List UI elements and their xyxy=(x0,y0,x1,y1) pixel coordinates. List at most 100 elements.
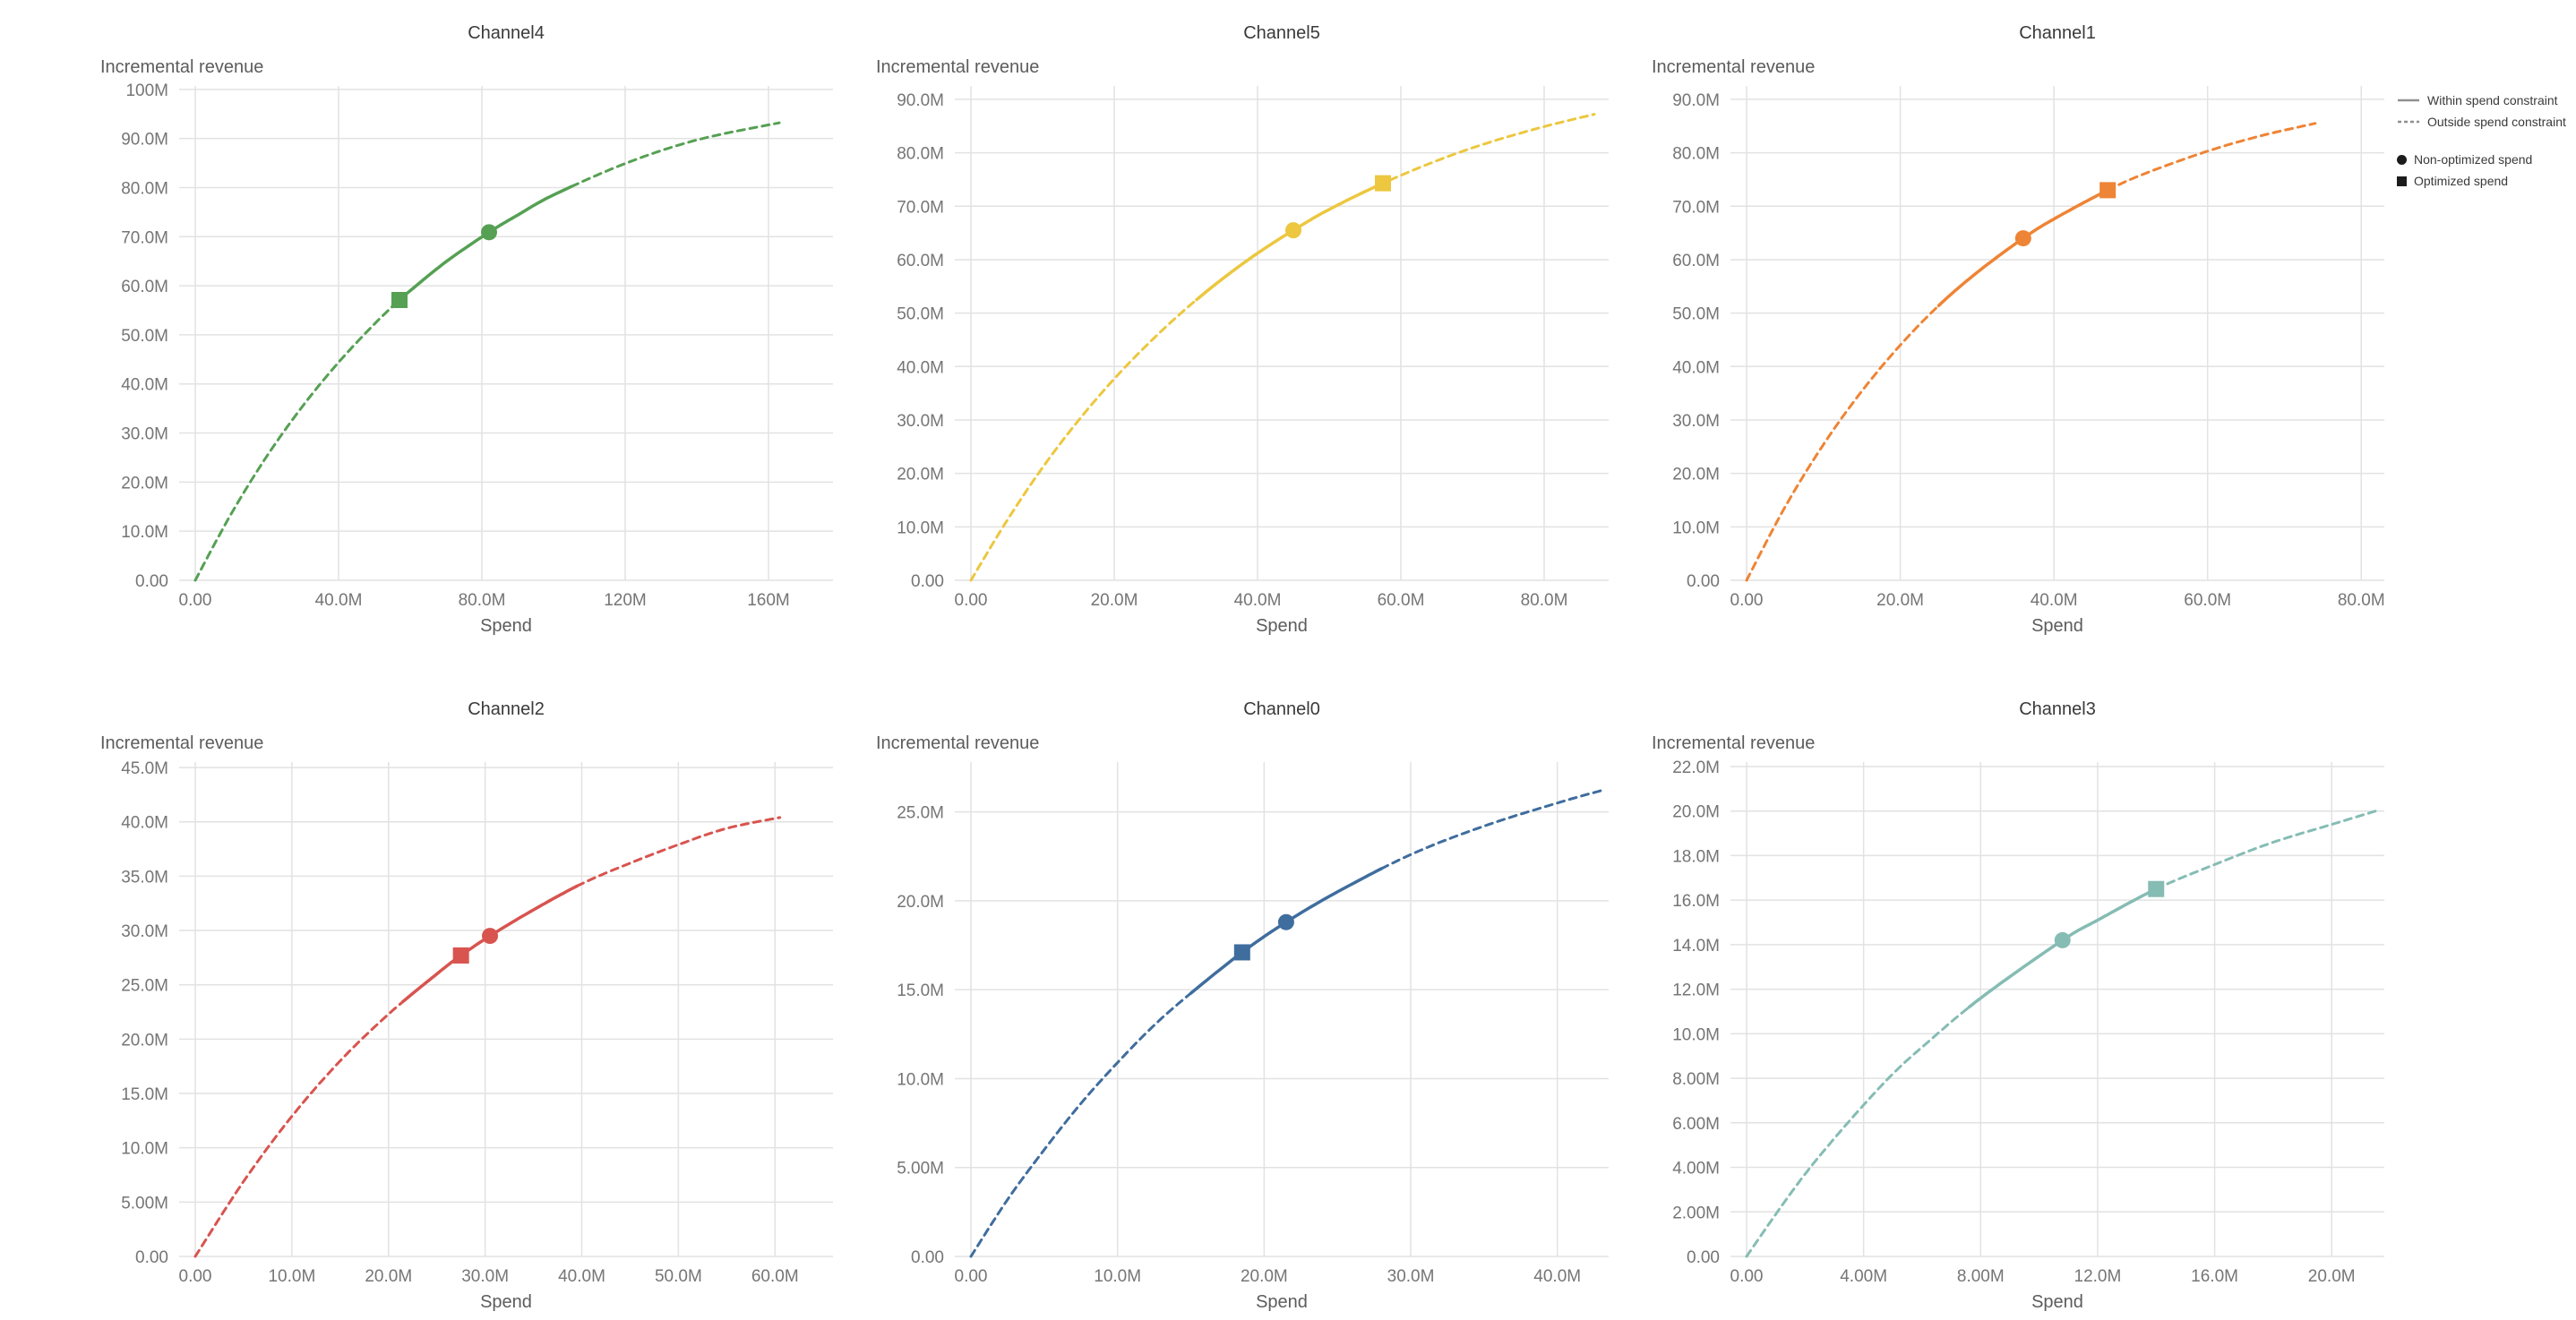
circle-marker-icon xyxy=(2397,154,2407,165)
plot-area-channel0: 0.00 5.00M 10.0M 15.0M 20.0M 25.0M 0.00 10.0M 20… xyxy=(897,762,1609,1286)
y-axis-title: Incremental revenue xyxy=(1652,57,1816,77)
x-tick-label: 0.00 xyxy=(179,591,212,610)
y-tick-label: 20.0M xyxy=(897,893,944,912)
x-axis-title: Spend xyxy=(2031,1292,2083,1312)
chart-title: Channel4 xyxy=(468,23,545,43)
y-tick-label: 15.0M xyxy=(121,1085,168,1104)
curve-outside-constraint xyxy=(193,999,405,1258)
chart-channel3: Channel3 Incremental revenue 0.00 2.00M 4.… xyxy=(1652,687,2395,1314)
y-tick-label: 6.00M xyxy=(1672,1115,1720,1134)
optimized-spend-marker xyxy=(2148,880,2165,897)
y-tick-label: 20.0M xyxy=(1672,466,1720,484)
x-tick-label: 20.0M xyxy=(365,1267,412,1286)
legend-spacer xyxy=(2397,133,2566,149)
y-tick-label: 70.0M xyxy=(897,198,944,217)
y-tick-label: 40.0M xyxy=(897,358,944,377)
y-tick-label: 10.0M xyxy=(1672,1025,1720,1044)
y-tick-label: 0.00 xyxy=(911,1248,944,1267)
curve-outside-constraint xyxy=(2154,810,2377,891)
non-optimized-spend-marker xyxy=(1285,222,1301,239)
y-tick-label: 30.0M xyxy=(897,412,944,431)
y-tick-label: 40.0M xyxy=(121,376,168,395)
curve-outside-constraint xyxy=(969,991,1192,1258)
y-tick-label: 80.0M xyxy=(121,179,168,198)
y-tick-label: 15.0M xyxy=(897,981,944,1000)
plot-area-channel5: 0.00 10.0M 20.0M 30.0M 40.0M 50.0M 60.0M 70.0M 8… xyxy=(897,86,1609,610)
x-tick-label: 30.0M xyxy=(1387,1267,1435,1286)
x-tick-label: 160M xyxy=(747,591,790,610)
y-tick-label: 10.0M xyxy=(897,519,944,537)
y-tick-label: 22.0M xyxy=(1672,759,1720,777)
non-optimized-spend-marker xyxy=(2054,931,2071,948)
x-tick-label: 40.0M xyxy=(1533,1267,1581,1286)
curve-outside-constraint xyxy=(570,121,781,188)
y-tick-label: 70.0M xyxy=(1672,198,1720,217)
chart-channel1: Channel1 Incremental revenue 0.00 10.0M 20… xyxy=(1652,11,2395,638)
y-tick-label: 16.0M xyxy=(1672,892,1720,911)
y-tick-label: 20.0M xyxy=(897,466,944,484)
y-tick-label: 60.0M xyxy=(1672,252,1720,270)
y-tick-label: 2.00M xyxy=(1672,1204,1720,1222)
y-tick-label: 90.0M xyxy=(897,91,944,110)
y-axis-title: Incremental revenue xyxy=(100,733,264,753)
plot-area-channel1: 0.00 10.0M 20.0M 30.0M 40.0M 50.0M 60.0M 70.0M 8… xyxy=(1672,86,2385,610)
plot-area-channel2: 0.00 5.00M 10.0M 15.0M 20.0M 25.0M 30.0M 35.0M 4… xyxy=(121,759,833,1286)
x-axis-title: Spend xyxy=(1256,1292,1308,1312)
curve-within-constraint xyxy=(1195,178,1392,302)
x-tick-label: 4.00M xyxy=(1840,1267,1887,1286)
optimized-spend-marker xyxy=(2099,182,2117,199)
plot-area-channel3: 0.00 2.00M 4.00M 6.00M 8.00M 10.0M 12.0M 14.0M 1… xyxy=(1672,759,2384,1286)
y-tick-label: 90.0M xyxy=(1672,91,1720,110)
legend-item-outside-constraint: Outside spend constraint xyxy=(2397,111,2566,133)
y-tick-label: 40.0M xyxy=(121,814,168,833)
curve-outside-constraint xyxy=(575,816,782,887)
x-tick-label: 80.0M xyxy=(1521,591,1568,610)
x-tick-label: 0.00 xyxy=(955,591,988,610)
y-tick-label: 50.0M xyxy=(121,327,168,346)
x-tick-label: 10.0M xyxy=(1094,1267,1141,1286)
curve-outside-constraint xyxy=(1388,113,1596,182)
x-tick-label: 8.00M xyxy=(1957,1267,2005,1286)
curve-outside-constraint xyxy=(193,304,394,582)
non-optimized-spend-marker xyxy=(482,928,499,945)
y-tick-label: 8.00M xyxy=(1672,1070,1720,1089)
y-tick-label: 4.00M xyxy=(1672,1160,1720,1179)
y-tick-label: 90.0M xyxy=(121,131,168,150)
y-axis-title: Incremental revenue xyxy=(100,57,264,77)
x-tick-label: 40.0M xyxy=(1234,591,1282,610)
curve-outside-constraint xyxy=(2106,122,2317,192)
chart-title: Channel1 xyxy=(2019,23,2096,43)
y-tick-label: 30.0M xyxy=(121,922,168,941)
legend-label: Optimized spend xyxy=(2414,174,2509,188)
curve-outside-constraint xyxy=(1745,304,1940,582)
optimized-spend-marker xyxy=(1375,175,1391,192)
y-tick-label: 20.0M xyxy=(121,474,168,493)
y-tick-label: 70.0M xyxy=(121,228,168,247)
y-tick-label: 18.0M xyxy=(1672,847,1720,866)
x-tick-label: 80.0M xyxy=(459,591,506,610)
x-tick-label: 80.0M xyxy=(2338,591,2385,610)
y-tick-label: 25.0M xyxy=(897,804,944,823)
y-axis-title: Incremental revenue xyxy=(876,57,1040,77)
legend-item-within-constraint: Within spend constraint xyxy=(2397,90,2566,111)
curve-within-constraint xyxy=(401,884,579,1004)
x-tick-label: 40.0M xyxy=(558,1267,605,1286)
chart-title: Channel2 xyxy=(468,699,545,719)
y-tick-label: 50.0M xyxy=(1672,305,1720,324)
dashed-line-icon xyxy=(2398,120,2419,124)
y-tick-label: 10.0M xyxy=(121,523,168,542)
curve-within-constraint xyxy=(1936,188,2109,308)
x-tick-label: 12.0M xyxy=(2074,1267,2122,1286)
legend-label: Outside spend constraint xyxy=(2427,115,2566,129)
x-tick-label: 20.0M xyxy=(1091,591,1138,610)
y-tick-label: 25.0M xyxy=(121,977,168,996)
x-tick-label: 0.00 xyxy=(955,1267,988,1286)
x-tick-label: 16.0M xyxy=(2191,1267,2238,1286)
y-tick-label: 60.0M xyxy=(897,252,944,270)
y-tick-label: 10.0M xyxy=(1672,519,1720,537)
y-axis-title: Incremental revenue xyxy=(876,733,1040,753)
x-axis-title: Spend xyxy=(480,616,532,636)
legend-item-non-optimized: Non-optimized spend xyxy=(2397,149,2566,170)
chart-channel0: Channel0 Incremental revenue 0.00 5.00M 10… xyxy=(876,687,1619,1314)
